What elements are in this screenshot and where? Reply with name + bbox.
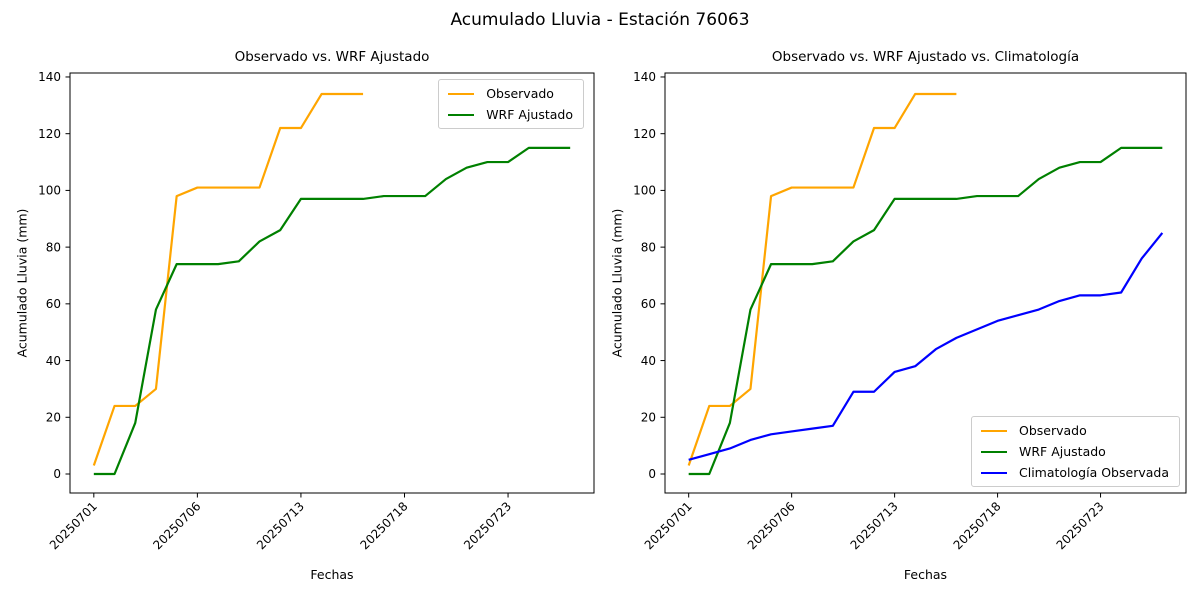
axes-frame — [69, 72, 595, 494]
right-legend: Observado WRF Ajustado Climatología Obse… — [971, 416, 1180, 487]
left-legend: Observado WRF Ajustado — [438, 79, 584, 129]
wrf-ajustado-line — [688, 146, 1163, 476]
y-tick-label: 120 — [38, 127, 61, 141]
left-chart-canvas: 0 20 40 60 80 100 120 140 20250701 20250706 202507… — [38, 70, 595, 552]
x-tick-label: 20250713 — [848, 499, 901, 552]
observado-line-swatch — [981, 429, 1007, 432]
x-tick-label: 20250723 — [1054, 499, 1107, 552]
legend-entry-observado: Observado — [981, 422, 1169, 439]
y-tick-label: 20 — [641, 410, 656, 424]
y-tick-label: 60 — [46, 297, 61, 311]
legend-entry-observado: Observado — [448, 85, 573, 102]
wrf-ajustado-line-swatch — [981, 450, 1007, 453]
climatologia-observada-line — [688, 232, 1164, 461]
left-chart: Observado vs. WRF Ajustado Acumulado Llu… — [15, 49, 595, 582]
observado-line — [687, 92, 957, 466]
legend-entry-wrf-ajustado: WRF Ajustado — [448, 106, 573, 123]
legend-label-wrf-ajustado: WRF Ajustado — [486, 107, 573, 122]
y-tick-label: 60 — [641, 297, 656, 311]
y-tick-label: 80 — [46, 240, 61, 254]
x-tick-label: 20250718 — [358, 499, 411, 552]
observado-line — [92, 92, 364, 466]
y-tick-label: 100 — [633, 184, 656, 198]
x-tick-label: 20250713 — [254, 499, 307, 552]
wrf-ajustado-line-swatch — [448, 113, 475, 116]
right-chart: Observado vs. WRF Ajustado vs. Climatolo… — [610, 49, 1187, 582]
legend-label-climatologia: Climatología Observada — [1019, 465, 1169, 480]
x-tick-label: 20250718 — [951, 499, 1004, 552]
figure-title: Acumulado Lluvia - Estación 76063 — [450, 10, 750, 30]
climatologia-line-swatch — [981, 471, 1007, 474]
left-y-axis-label: Acumulado Lluvia (mm) — [14, 208, 30, 358]
right-plot-title: Observado vs. WRF Ajustado vs. Climatolo… — [771, 49, 1080, 65]
x-tick-label: 20250706 — [745, 499, 798, 552]
axes-frame — [664, 72, 1187, 494]
y-tick-label: 40 — [641, 354, 656, 368]
y-tick-label: 100 — [38, 184, 61, 198]
observado-line-swatch — [448, 92, 475, 95]
wrf-ajustado-line — [93, 146, 571, 476]
right-x-axis-label: Fechas — [903, 567, 948, 582]
y-tick-label: 140 — [38, 70, 61, 84]
y-tick-label: 40 — [46, 354, 61, 368]
x-tick-label: 20250723 — [461, 499, 514, 552]
y-tick-label: 0 — [648, 467, 656, 481]
y-tick-label: 20 — [46, 410, 61, 424]
right-y-axis-label: Acumulado Lluvia (mm) — [609, 208, 625, 358]
x-tick-label: 20250706 — [150, 499, 203, 552]
legend-entry-climatologia: Climatología Observada — [981, 464, 1169, 481]
x-tick-label: 20250701 — [642, 499, 695, 552]
y-tick-label: 140 — [633, 70, 656, 84]
legend-label-observado: Observado — [1019, 423, 1087, 438]
legend-label-wrf-ajustado: WRF Ajustado — [1019, 444, 1106, 459]
x-tick-label: 20250701 — [47, 499, 100, 552]
y-tick-label: 0 — [53, 467, 61, 481]
legend-entry-wrf-ajustado: WRF Ajustado — [981, 443, 1169, 460]
y-tick-label: 80 — [641, 240, 656, 254]
y-tick-label: 120 — [633, 127, 656, 141]
left-plot-title: Observado vs. WRF Ajustado — [234, 49, 430, 65]
legend-label-observado: Observado — [486, 86, 554, 101]
left-x-axis-label: Fechas — [310, 567, 354, 582]
